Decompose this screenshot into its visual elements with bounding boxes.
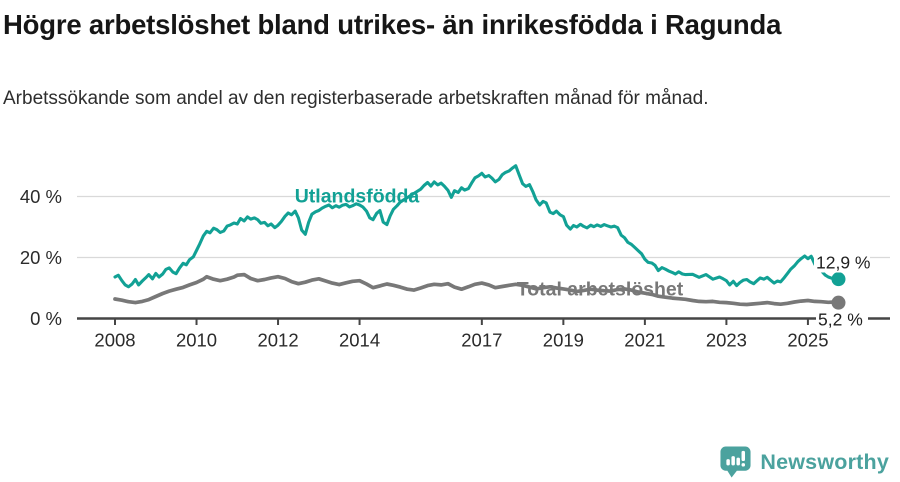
end-value-label: 12,9 % xyxy=(816,253,870,273)
page-subtitle: Arbetssökande som andel av den registerb… xyxy=(3,88,709,109)
y-tick-label: 0 % xyxy=(30,308,62,329)
x-tick-label: 2021 xyxy=(624,330,665,351)
x-tick-label: 2008 xyxy=(94,330,135,351)
y-tick-label: 40 % xyxy=(20,186,62,207)
x-tick-label: 2025 xyxy=(787,330,828,351)
x-tick-label: 2010 xyxy=(176,330,217,351)
x-tick-label: 2019 xyxy=(543,330,584,351)
x-tick-label: 2012 xyxy=(257,330,298,351)
series-label-total: Total arbetslöshet xyxy=(517,279,684,301)
unemployment-line-chart: 2008 2010 2012 2014 2017 2019 2021 2023 2025 0 % 2… xyxy=(0,142,900,354)
page-title: Högre arbetslöshet bland utrikes- än inr… xyxy=(3,9,782,40)
x-tick-label: 2017 xyxy=(461,330,502,351)
y-tick-label: 20 % xyxy=(20,247,62,268)
utlandsfodda-line xyxy=(113,164,841,289)
newsworthy-icon xyxy=(720,446,751,478)
newsworthy-logo[interactable]: Newsworthy xyxy=(719,445,889,479)
series-end-dot xyxy=(831,272,846,287)
end-label-halo xyxy=(814,254,870,273)
end-value-label: 5,2 % xyxy=(818,310,863,330)
total-line xyxy=(113,273,841,307)
series-end-dot xyxy=(831,295,846,310)
end-label-halo xyxy=(816,312,868,331)
x-tick-label: 2014 xyxy=(339,330,380,351)
x-tick-label: 2023 xyxy=(706,330,747,351)
chart-canvas: 2008 2010 2012 2014 2017 2019 2021 2023 2025 0 % 2… xyxy=(20,164,890,351)
series-label-utlandsfodda: Utlandsfödda xyxy=(295,186,420,208)
newsworthy-wordmark: Newsworthy xyxy=(760,449,889,474)
